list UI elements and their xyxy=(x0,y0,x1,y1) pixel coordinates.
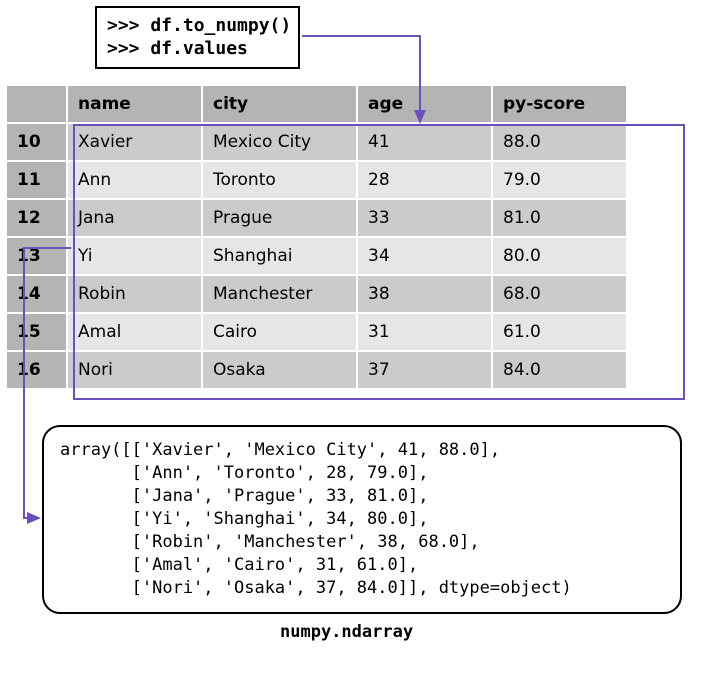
cell-city: Osaka xyxy=(202,351,357,389)
cell-age: 41 xyxy=(357,123,492,161)
col-header-name: name xyxy=(67,86,202,123)
cell-name: Amal xyxy=(67,313,202,351)
table-row: 15AmalCairo3161.0 xyxy=(7,313,627,351)
cell-city: Shanghai xyxy=(202,237,357,275)
row-index: 12 xyxy=(7,199,67,237)
table-row: 11AnnToronto2879.0 xyxy=(7,161,627,199)
numpy-output-box: array([['Xavier', 'Mexico City', 41, 88.… xyxy=(42,425,682,614)
cell-city: Toronto xyxy=(202,161,357,199)
cell-city: Prague xyxy=(202,199,357,237)
cell-py_score: 68.0 xyxy=(492,275,627,313)
cell-age: 33 xyxy=(357,199,492,237)
row-index: 10 xyxy=(7,123,67,161)
cell-city: Manchester xyxy=(202,275,357,313)
cell-age: 28 xyxy=(357,161,492,199)
code-input-box: >>> df.to_numpy() >>> df.values xyxy=(95,6,300,69)
row-index: 15 xyxy=(7,313,67,351)
cell-city: Cairo xyxy=(202,313,357,351)
cell-name: Jana xyxy=(67,199,202,237)
cell-age: 37 xyxy=(357,351,492,389)
row-index: 14 xyxy=(7,275,67,313)
cell-name: Yi xyxy=(67,237,202,275)
table-row: 16NoriOsaka3784.0 xyxy=(7,351,627,389)
cell-name: Robin xyxy=(67,275,202,313)
col-header-py_score: py-score xyxy=(492,86,627,123)
col-header-city: city xyxy=(202,86,357,123)
table-row: 13YiShanghai3480.0 xyxy=(7,237,627,275)
cell-py_score: 80.0 xyxy=(492,237,627,275)
table-row: 12JanaPrague3381.0 xyxy=(7,199,627,237)
index-header xyxy=(7,86,67,123)
dataframe-table: namecityagepy-score10XavierMexico City41… xyxy=(7,86,628,390)
cell-age: 38 xyxy=(357,275,492,313)
cell-age: 31 xyxy=(357,313,492,351)
col-header-age: age xyxy=(357,86,492,123)
row-index: 11 xyxy=(7,161,67,199)
cell-py_score: 88.0 xyxy=(492,123,627,161)
cell-age: 34 xyxy=(357,237,492,275)
cell-name: Nori xyxy=(67,351,202,389)
table-row: 14RobinManchester3868.0 xyxy=(7,275,627,313)
row-index: 16 xyxy=(7,351,67,389)
cell-py_score: 61.0 xyxy=(492,313,627,351)
output-caption: numpy.ndarray xyxy=(280,622,413,642)
cell-name: Ann xyxy=(67,161,202,199)
row-index: 13 xyxy=(7,237,67,275)
cell-py_score: 79.0 xyxy=(492,161,627,199)
table-row: 10XavierMexico City4188.0 xyxy=(7,123,627,161)
cell-py_score: 84.0 xyxy=(492,351,627,389)
cell-py_score: 81.0 xyxy=(492,199,627,237)
cell-city: Mexico City xyxy=(202,123,357,161)
cell-name: Xavier xyxy=(67,123,202,161)
